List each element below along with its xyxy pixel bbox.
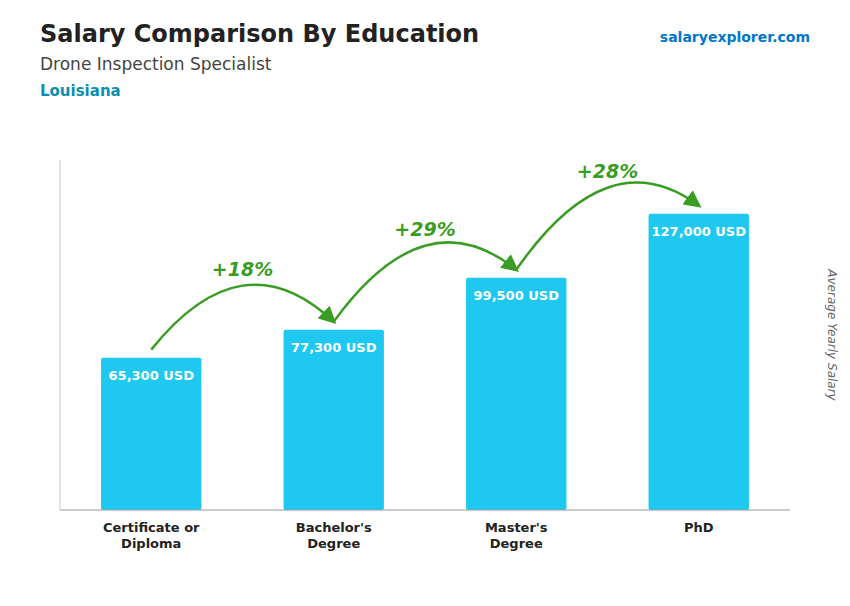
bar: [649, 214, 749, 510]
bar: [101, 358, 201, 510]
chart-container: Salary Comparison By Education Drone Insp…: [0, 0, 850, 606]
source: salaryexplorer.com: [660, 29, 810, 45]
x-axis-line: [60, 510, 790, 511]
data-label: 99,500 USD: [474, 288, 560, 303]
y-axis-line: [60, 160, 61, 510]
title: Salary Comparison By Education: [40, 20, 479, 48]
bars: [101, 214, 749, 510]
chart: Salary Comparison By Education Drone Insp…: [0, 0, 850, 606]
y-axis-label: Average Yearly Salary: [825, 268, 839, 401]
annotation: +29%: [394, 218, 455, 240]
location: Louisiana: [40, 82, 121, 100]
x-tick-label: Certificate orDiploma: [103, 520, 200, 551]
data-label: 77,300 USD: [291, 340, 377, 355]
x-tick-label: Bachelor'sDegree: [296, 520, 372, 551]
annotation: +28%: [577, 160, 638, 182]
bar: [466, 278, 566, 510]
growth-arrow: [334, 242, 517, 321]
x-tick-label: PhD: [684, 520, 714, 535]
subtitle: Drone Inspection Specialist: [40, 54, 272, 74]
data-label: 127,000 USD: [652, 224, 747, 239]
bar: [284, 330, 384, 510]
growth-arrow: [516, 183, 699, 270]
annotation: +18%: [212, 258, 273, 280]
growth-arrow: [151, 285, 334, 350]
data-label: 65,300 USD: [109, 368, 195, 383]
x-tick-label: Master'sDegree: [485, 520, 548, 551]
